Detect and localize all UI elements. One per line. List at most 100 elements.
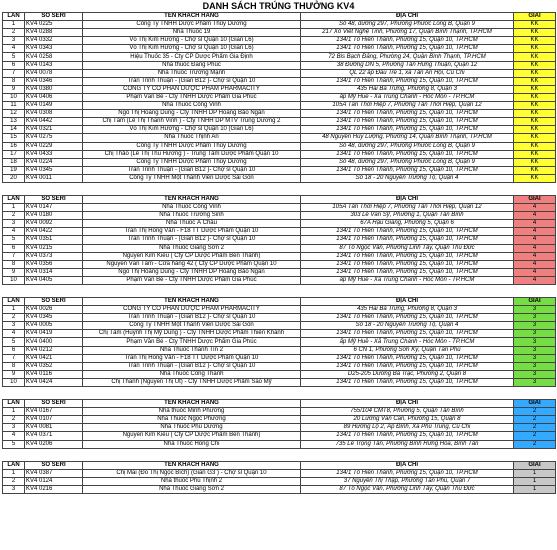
page-title: DANH SÁCH TRÚNG THƯỞNG KV4 [202, 1, 355, 11]
cell-seri: KV4 0356 [24, 259, 83, 269]
cell-name: Nhà Thuốc Trường Sinh [82, 211, 301, 221]
cell-name: Nhà Thuốc Ngọc Phương [82, 415, 301, 425]
cell-lan: 7 [2, 251, 25, 261]
cell-prize: KK [513, 109, 556, 119]
table-row: 10 KV4 0424 Chị Thanh (Nguyễn Thị Út) - Ct… [2, 377, 556, 388]
cell-lan: 1 [2, 20, 25, 30]
table-row: 2 KV4 0107 Nhà Thuốc Ngọc Phương 20 Lương V… [2, 415, 556, 425]
cell-lan: 20 [2, 173, 25, 183]
cell-name: Trần Trinh Thuận - (Gian B12 )- Chợ sỉ Q… [82, 361, 301, 371]
cell-lan: 10 [2, 92, 25, 103]
cell-name: Võ Thị Kim Hương - Chợ sỉ Quận 10 (Gian … [82, 125, 301, 135]
table-row: 4 KV4 0422 Trần Thị Hồng Vân - F18 TT Dược… [2, 227, 556, 237]
table-row: 4 KV4 0419 Chị Tâm (Huỳnh Thị Mỹ Dung ) - … [2, 329, 556, 339]
cell-name: Công Ty TNHH Một Thành Viên Dược Sài Gòn [82, 173, 301, 183]
cell-lan: 3 [2, 219, 25, 229]
header-name: TÊN KHÁCH HÀNG [82, 399, 301, 409]
cell-seri: KV4 0373 [24, 251, 83, 261]
cell-name: Nhà Thuốc Công Thành [82, 369, 301, 379]
cell-lan: 6 [2, 345, 25, 355]
cell-lan: 9 [2, 369, 25, 379]
cell-addr: 134/1 Tô Hiến Thành, Phường 15, Quận 10,… [300, 361, 514, 371]
cell-addr: 217 Xô Viết Nghệ Tĩnh, Phường 17, Quận B… [300, 28, 514, 38]
cell-prize: KK [513, 117, 556, 127]
cell-seri: KV4 0332 [24, 36, 83, 46]
cell-prize: KK [513, 68, 556, 78]
cell-addr: 134/1 Tô Hiến Thành, Phường 15, Quận 10,… [300, 377, 514, 388]
cell-lan: 6 [2, 60, 25, 70]
cell-addr: ấp Mỹ Huề - Xã Trung Chánh - Hóc Môn - T… [300, 275, 514, 286]
table-row: 9 KV4 0314 Ngô Thị Hoàng Dung - Cty TNHH D… [2, 267, 556, 277]
cell-prize: 3 [513, 305, 556, 315]
cell-lan: 8 [2, 76, 25, 86]
cell-seri: KV4 0288 [24, 28, 83, 38]
cell-seri: KV4 0124 [24, 476, 83, 486]
table-row: 1 KV4 0026 CÔNG TY CỔ PHẦN DƯỢC PHẨM PHARM… [2, 305, 556, 315]
cell-lan: 5 [2, 52, 25, 62]
cell-lan: 2 [2, 28, 25, 38]
prize-table: LẦN SỐ SERI TÊN KHÁCH HÀNG ĐỊA CHỈ GIẢI 1 KV4 … [2, 460, 556, 494]
cell-seri: KV4 0275 [24, 133, 83, 143]
cell-addr: 755/104 CMT8, Phường 5, Quận Tân Bình [300, 407, 514, 417]
cell-lan: 4 [2, 431, 25, 441]
table-row: 6 KV4 0143 Nhà thuốc Đăng Phúc 38 Đường DN … [2, 60, 556, 70]
cell-lan: 1 [2, 468, 25, 478]
cell-addr: 6 CN 1, Phường Sơn Kỳ, Quận Tân Phú [300, 345, 514, 355]
cell-lan: 14 [2, 125, 25, 135]
cell-lan: 15 [2, 133, 25, 143]
cell-name: Chị Thanh (Nguyễn Thị Út) - Cty TNHH Dượ… [82, 377, 301, 388]
cell-name: Nhà Thuốc Thành Tín 2 [82, 345, 301, 355]
cell-addr: 134/1 Tô Hiến Thành, Phường 15, Quận 10,… [300, 149, 514, 159]
cell-addr: 303 Lê Văn Sỹ, Phường 1, Quận Tân Bình [300, 211, 514, 221]
cell-lan: 3 [2, 36, 25, 46]
cell-prize: 3 [513, 345, 556, 355]
cell-name: Phạm Văn Bé - Cty TNHH Dược Phẩm Gia Phú… [82, 275, 301, 286]
table-header: LẦN SỐ SERI TÊN KHÁCH HÀNG ĐỊA CHỈ GIẢI [2, 11, 556, 22]
cell-addr: 105A Tân Thới Hiệp 7, Phường Tân Thới Hi… [300, 101, 514, 111]
header-prize: GIẢI [513, 11, 556, 22]
cell-addr: 37 Nguyễn Thị Thập, Phường Tân Phú, Quận… [300, 476, 514, 486]
cell-addr: 87 Tô Ngọc Vân, Phường Linh Tây, Quận Th… [300, 243, 514, 253]
cell-name: Nguyễn Kim Kiều ( Cty CP Dược Phẩm Bến T… [82, 431, 301, 441]
header-addr: ĐỊA CHỈ [300, 460, 514, 470]
cell-lan: 7 [2, 353, 25, 363]
cell-name: Nhà Thuốc Giang Sơn 2 [82, 243, 301, 253]
cell-name: Phạm Văn Bé - Cty TNHH Dược Phẩm Gia Phú… [82, 92, 301, 103]
cell-prize: KK [513, 101, 556, 111]
cell-seri: KV4 0442 [24, 117, 83, 127]
cell-name: Nhà Thuốc Trường Mạnh [82, 68, 301, 78]
winner-tables: LẦN SỐ SERI TÊN KHÁCH HÀNG ĐỊA CHỈ GIẢI 1 KV4 … [0, 11, 557, 494]
cell-seri: KV4 0424 [24, 377, 83, 388]
cell-addr: 72 Bis Bạch Đằng, Phường 24, Quận Bình T… [300, 52, 514, 62]
cell-lan: 11 [2, 101, 25, 111]
cell-lan: 8 [2, 361, 25, 371]
table-row: 7 KV4 0078 Nhà Thuốc Trường Mạnh QL 22 ấp Đ… [2, 68, 556, 78]
table-row: 1 KV4 0147 Nhà Thuốc Công Vinh 105A Tân Thớ… [2, 203, 556, 213]
header-lan: LẦN [2, 296, 25, 307]
table-row: 3 KV4 0005 Công Ty TNHH Một Thành Viên Dượ… [2, 321, 556, 331]
cell-addr: 134/1 Tô Hiến Thành, Phường 15, Quận 10,… [300, 165, 514, 175]
cell-lan: 4 [2, 227, 25, 237]
cell-lan: 3 [2, 321, 25, 331]
cell-lan: 13 [2, 117, 25, 127]
cell-name: Nguyễn Văn Tâm - Cửa hàng 42 ( Cty CP Dư… [82, 259, 301, 269]
cell-addr: 134/1 Tô Hiến Thành, Phường 15, Quận 10,… [300, 251, 514, 261]
cell-name: Công Ty TNHH Dược Phẩm Thủy Dương [82, 157, 301, 167]
cell-lan: 3 [2, 484, 25, 494]
table-row: 1 KV4 0387 Chị Mai (Đỗ Thị Ngọc Bích) (Gia… [2, 468, 556, 478]
table-row: 5 KV4 0351 Trần Trinh Thuận - (Gian B12 )-… [2, 235, 556, 245]
section-gap [0, 387, 557, 399]
header-lan: LẦN [2, 11, 25, 22]
cell-addr: 38 Đường DN 5, Phường Tân Hưng Thuận, Qu… [300, 60, 514, 70]
cell-prize: 3 [513, 337, 556, 347]
cell-lan: 4 [2, 44, 25, 54]
table-row: 9 KV4 0380 CÔNG TY CỔ PHẦN DƯỢC PHẨM PHARM… [2, 84, 556, 94]
cell-name: Nhà thuốc Đăng Phúc [82, 60, 301, 70]
cell-prize: 4 [513, 203, 556, 213]
cell-addr: 67A Hậu Giang, Phường 5, Quận 6 [300, 219, 514, 229]
cell-name: Ngô Thị Hoàng Dung - Cty TNHH DP Hoàng B… [82, 109, 301, 119]
cell-prize: KK [513, 141, 556, 151]
prize-table: LẦN SỐ SERI TÊN KHÁCH HÀNG ĐỊA CHỈ GIẢI 1 KV4 … [2, 296, 556, 388]
cell-name: Nhà Thuốc Á Châu [82, 219, 301, 229]
cell-name: Chị Tâm (Huỳnh Thị Mỹ Dung ) - Cty TNHH … [82, 329, 301, 339]
